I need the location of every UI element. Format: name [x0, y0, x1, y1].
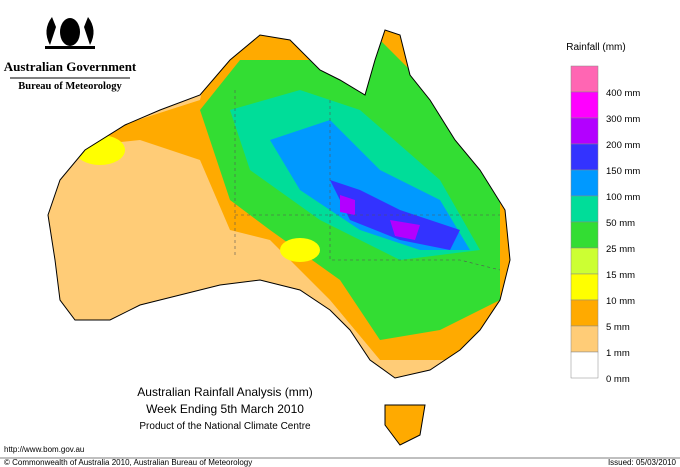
- legend-swatch: [570, 169, 599, 197]
- legend-swatch: [570, 117, 599, 145]
- agency-name: Bureau of Meteorology: [18, 81, 122, 92]
- legend-label: 10 mm: [606, 296, 635, 307]
- legend-label: 150 mm: [606, 166, 640, 177]
- legend-swatch: [570, 351, 599, 379]
- legend-label: 15 mm: [606, 270, 635, 281]
- footer-issued: Issued: 05/03/2010: [608, 458, 677, 467]
- legend-swatch: [570, 247, 599, 275]
- footer-url: http://www.bom.gov.au: [4, 445, 84, 454]
- legend-swatch: [570, 221, 599, 249]
- legend: 400 mm 300 mm 200 mm 150 mm 100 mm 50 mm 25 mm…: [570, 65, 640, 385]
- legend-label: 50 mm: [606, 218, 635, 229]
- government-name: Australian Government: [4, 59, 137, 74]
- footer-copyright: © Commonwealth of Australia 2010, Austra…: [4, 458, 252, 467]
- legend-swatch: [570, 143, 599, 171]
- legend-label: 5 mm: [606, 322, 630, 333]
- legend-swatch: [570, 273, 599, 301]
- coat-of-arms: [45, 17, 95, 49]
- legend-swatch: [570, 65, 599, 93]
- legend-swatch: [570, 91, 599, 119]
- legend-swatch: [570, 299, 599, 327]
- map-title: Australian Rainfall Analysis (mm): [137, 385, 312, 399]
- legend-label: 1 mm: [606, 348, 630, 359]
- legend-label: 0 mm: [606, 374, 630, 385]
- map-subtitle: Week Ending 5th March 2010: [146, 402, 304, 416]
- legend-swatch: [570, 325, 599, 353]
- legend-label: 200 mm: [606, 140, 640, 151]
- map-credit: Product of the National Climate Centre: [139, 421, 311, 432]
- legend-label: 25 mm: [606, 244, 635, 255]
- legend-swatch: [570, 195, 599, 223]
- legend-title: Rainfall (mm): [566, 42, 625, 53]
- legend-label: 400 mm: [606, 88, 640, 99]
- legend-label: 100 mm: [606, 192, 640, 203]
- legend-label: 300 mm: [606, 114, 640, 125]
